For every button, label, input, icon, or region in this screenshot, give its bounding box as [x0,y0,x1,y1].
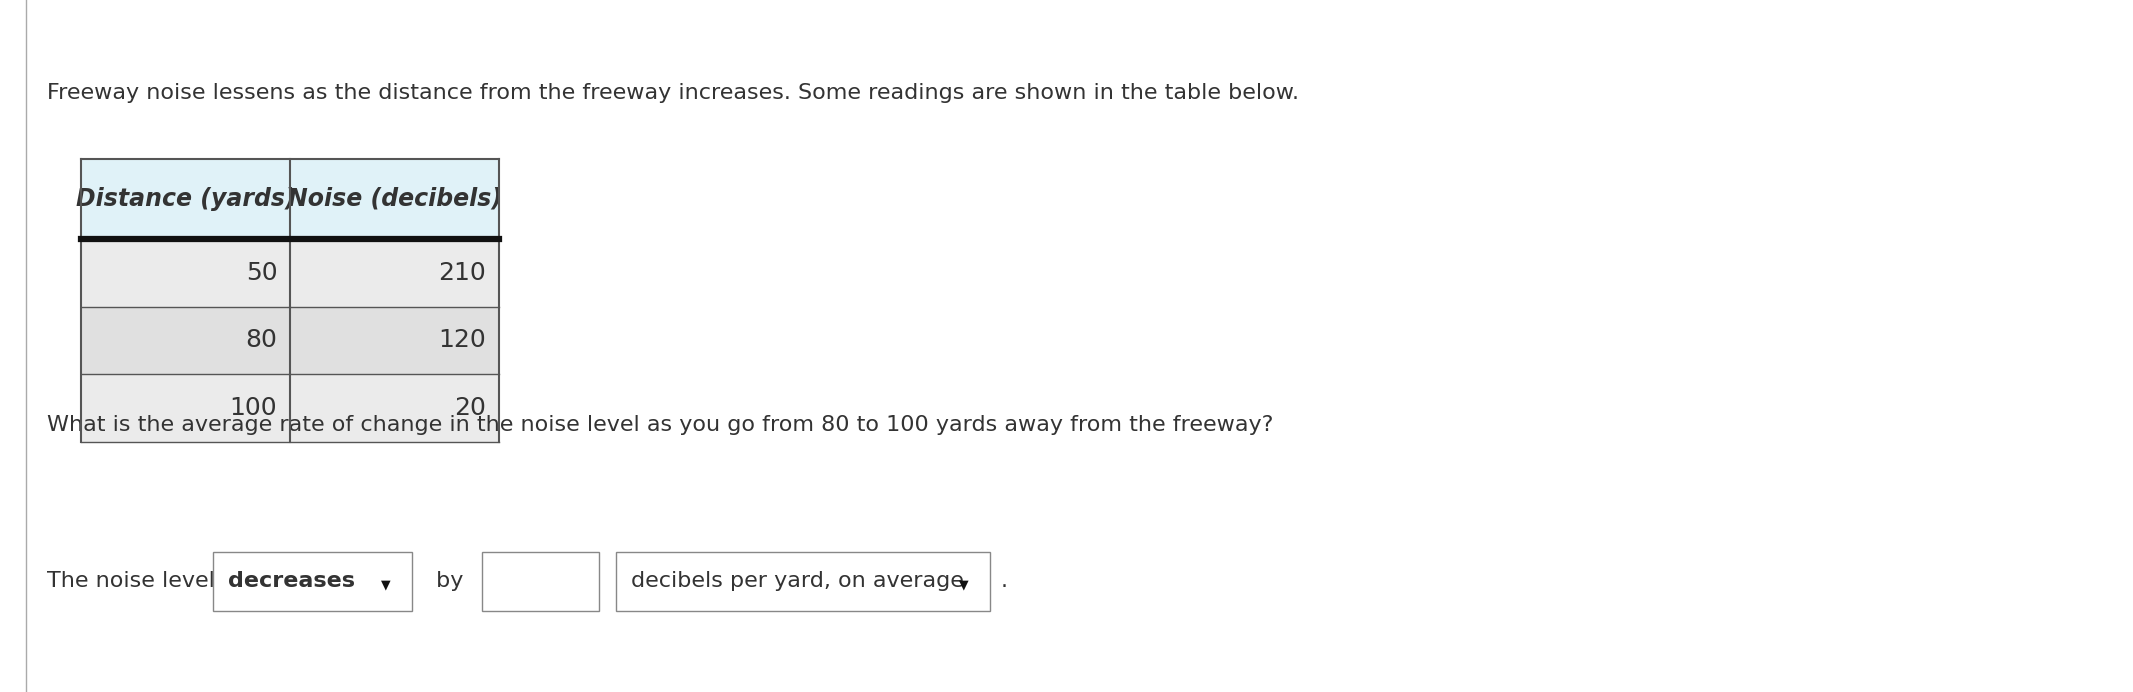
Text: decibels per yard, on average: decibels per yard, on average [631,572,964,591]
Text: by: by [429,572,469,591]
Text: 100: 100 [230,397,277,420]
Bar [81,307,499,374]
Text: Freeway noise lessens as the distance from the freeway increases. Some readings : Freeway noise lessens as the distance fr… [47,83,1299,103]
Text: 80: 80 [245,329,277,352]
Text: 50: 50 [245,261,277,284]
Text: The noise level: The noise level [47,572,222,591]
Bar [81,239,499,307]
Text: 120: 120 [439,329,486,352]
Bar [81,374,499,442]
Bar [213,552,412,611]
Text: .: . [1000,572,1007,591]
Text: decreases: decreases [228,572,356,591]
Text: 210: 210 [439,261,486,284]
Text: Distance (yards): Distance (yards) [75,187,296,211]
Text: ▼: ▼ [380,579,390,591]
Text: 20: 20 [454,397,486,420]
Text: What is the average rate of change in the noise level as you go from 80 to 100 y: What is the average rate of change in th… [47,415,1273,435]
Text: ▼: ▼ [958,579,968,591]
Bar [81,159,499,239]
Bar [616,552,990,611]
Text: Noise (decibels): Noise (decibels) [288,187,501,211]
Bar [482,552,599,611]
